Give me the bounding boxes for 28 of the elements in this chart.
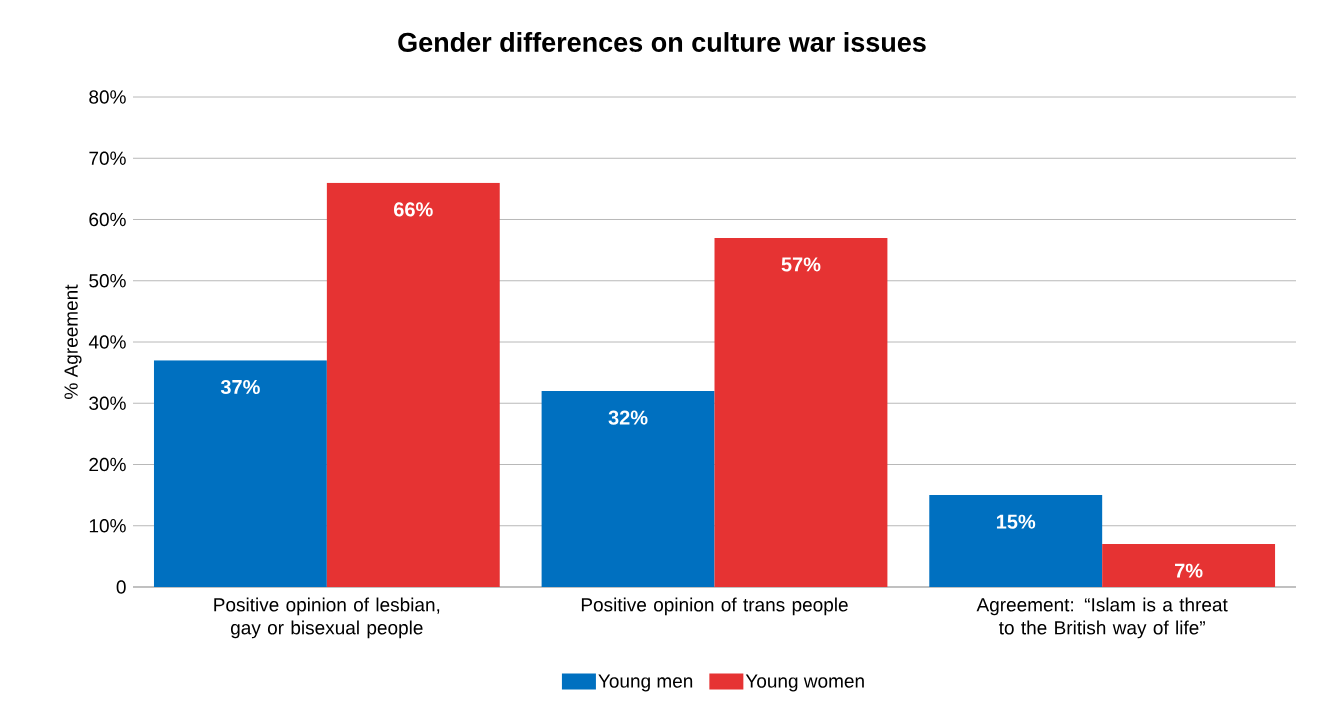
data-label: 57% xyxy=(781,257,821,272)
legend-label: Young women xyxy=(745,674,864,692)
data-label: 15% xyxy=(996,514,1036,529)
y-tick-label: 0 xyxy=(116,580,126,594)
data-label: 37% xyxy=(220,379,260,395)
chart-title: Gender differences on culture war issues xyxy=(398,32,926,52)
y-tick-label: 10% xyxy=(89,519,126,533)
bar xyxy=(153,360,327,587)
data-label: 32% xyxy=(608,410,648,425)
data-label: 7% xyxy=(1175,563,1203,578)
y-axis-title: % Agreement xyxy=(64,284,82,399)
bar xyxy=(1102,544,1276,587)
y-tick-label: 30% xyxy=(89,396,126,410)
bar xyxy=(326,182,500,587)
x-tick-label: Agreement: “Islam is a threat to the British way of life” xyxy=(976,597,1228,639)
bar xyxy=(714,237,888,587)
legend-label: Young men xyxy=(598,674,693,692)
x-tick-label: Positive opinion of lesbian, gay or bisexual people xyxy=(214,597,440,639)
x-tick-label: Positive opinion of trans people xyxy=(581,597,848,616)
y-tick-label: 20% xyxy=(89,457,126,472)
y-tick-label: 70% xyxy=(89,151,126,165)
y-tick-label: 50% xyxy=(89,274,126,288)
y-tick-label: 80% xyxy=(89,90,126,104)
y-tick-label: 60% xyxy=(89,212,126,227)
y-tick-label: 40% xyxy=(88,335,126,349)
bar xyxy=(541,391,715,587)
data-label: 66% xyxy=(394,202,433,217)
bar xyxy=(929,495,1103,587)
